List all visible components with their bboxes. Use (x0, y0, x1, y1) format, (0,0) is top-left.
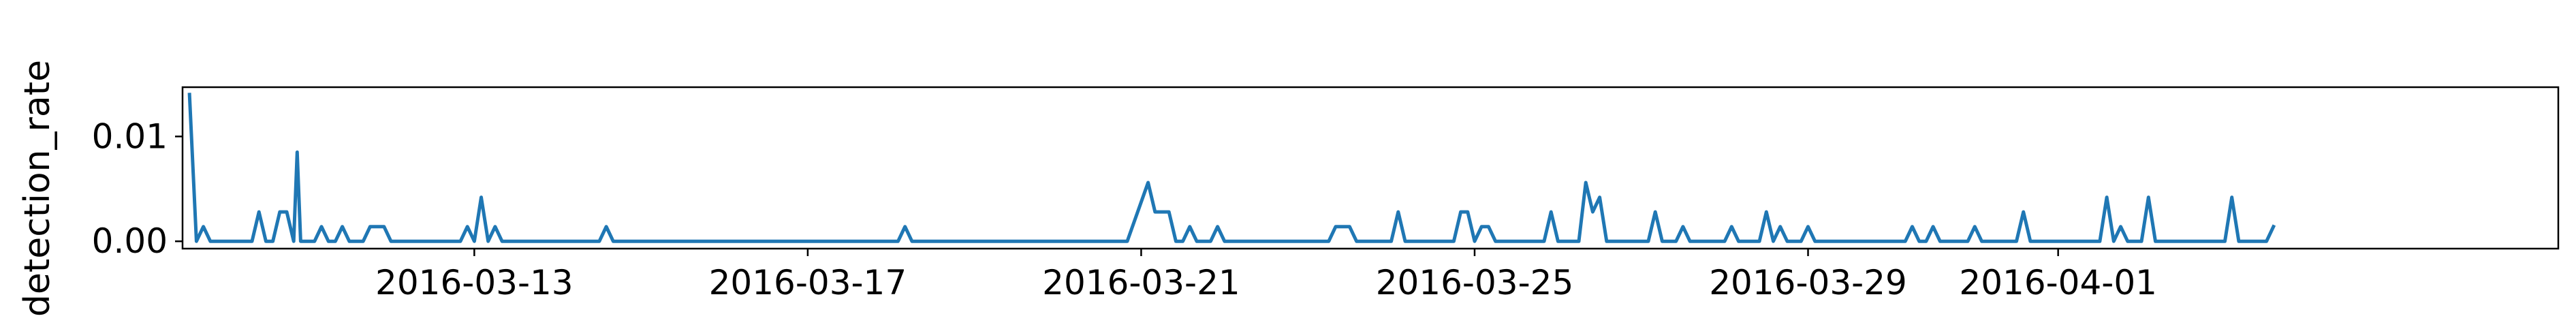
x-tick-label: 2016-03-17 (709, 263, 907, 302)
x-axis-ticks: 2016-03-13 2016-03-17 2016-03-21 2016-03-25… (375, 249, 2157, 302)
y-tick-label: 0.01 (92, 116, 168, 156)
y-axis-ticks: 0.00 0.01 (92, 116, 183, 261)
plot-area-frame (181, 86, 2560, 250)
series-line (187, 93, 2276, 243)
x-tick-label: 2016-03-25 (1376, 263, 1574, 302)
y-tick-label: 0.00 (92, 221, 168, 261)
y-axis-label: detection_rate (17, 60, 58, 317)
x-tick-label: 2016-04-01 (1959, 263, 2157, 302)
x-tick-label: 2016-03-21 (1042, 263, 1240, 302)
x-tick-label: 2016-03-13 (375, 263, 574, 302)
x-tick-label: 2016-03-29 (1709, 263, 1907, 302)
